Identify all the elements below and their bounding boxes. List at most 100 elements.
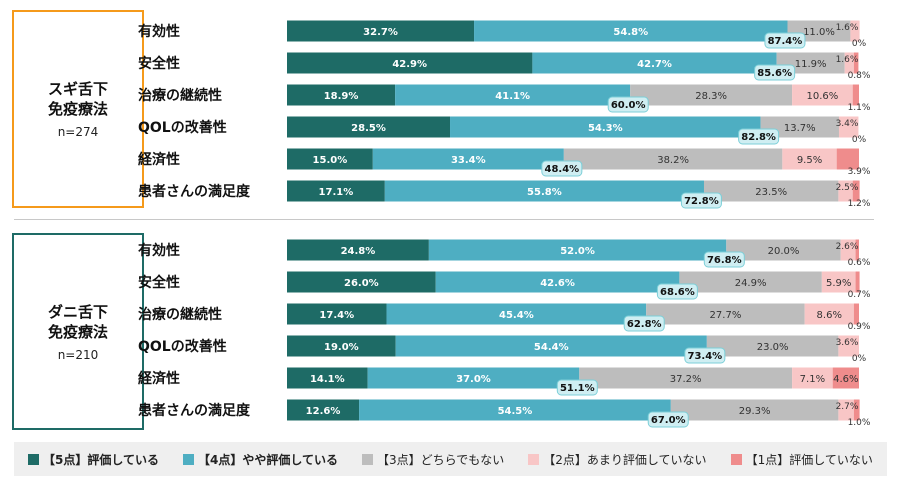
category-label: 治療の継続性: [138, 306, 222, 323]
data-label: 24.8%: [341, 246, 376, 257]
category-label: 安全性: [138, 274, 180, 291]
group-sample-size: n=210: [57, 347, 99, 362]
bar-segment: [853, 303, 859, 325]
group-title-line2: 免疫療法: [47, 322, 108, 341]
data-label: 4.6%: [833, 374, 858, 385]
bar-segment: [579, 367, 793, 389]
legend: 【5点】評価している 【4点】やや評価している 【3点】どちらでもない 【2点】…: [14, 442, 887, 476]
group-title-line1: スギ舌下: [47, 80, 108, 98]
legend-label: 【1点】評価していない: [745, 452, 873, 467]
bar-segment: [821, 271, 856, 293]
bar-segment: [726, 239, 841, 261]
bar-segment: [646, 303, 805, 325]
legend-item: 【3点】どちらでもない: [362, 451, 504, 468]
data-label: 38.2%: [657, 155, 689, 166]
bar-segment: [804, 303, 854, 325]
legend-item: 【2点】あまり評価していない: [528, 451, 707, 468]
data-label: 3.4%: [836, 119, 859, 129]
category-label: 患者さんの満足度: [138, 402, 251, 419]
legend-item: 【5点】評価している: [28, 451, 159, 468]
data-label: 1.2%: [848, 199, 871, 209]
top2-badge: [647, 411, 689, 428]
top2-label: 48.4%: [544, 164, 579, 175]
bar-segment: [287, 20, 475, 42]
data-label: 1.0%: [848, 418, 871, 428]
top2-label: 67.0%: [651, 415, 686, 426]
category-label: QOLの改善性: [138, 338, 227, 355]
data-label: 55.8%: [527, 187, 562, 198]
data-label: 2.7%: [836, 402, 859, 412]
data-label: 0.7%: [848, 290, 871, 300]
top2-badge: [623, 315, 665, 332]
data-label: 0.6%: [848, 258, 871, 268]
data-label: 26.0%: [344, 278, 379, 289]
top2-badge: [764, 32, 806, 49]
bar-segment: [855, 271, 860, 293]
data-label: 17.4%: [319, 310, 354, 321]
data-label: 54.4%: [534, 342, 569, 353]
data-label: 18.9%: [324, 91, 359, 102]
data-label: 1.6%: [836, 23, 859, 33]
category-label: 有効性: [138, 242, 180, 259]
category-label: 患者さんの満足度: [138, 183, 251, 200]
data-label: 0%: [852, 354, 867, 364]
bar-segment: [372, 148, 564, 170]
top2-label: 68.6%: [660, 287, 695, 298]
data-label: 15.0%: [313, 155, 348, 166]
legend-label: 【3点】どちらでもない: [377, 452, 505, 467]
top2-label: 72.8%: [684, 196, 719, 207]
bar-segment: [840, 239, 856, 261]
bar-segment: [852, 180, 860, 202]
top2-badge: [703, 251, 745, 268]
data-label: 24.9%: [735, 278, 767, 289]
bar-segment: [844, 52, 854, 74]
data-label: 28.3%: [695, 91, 727, 102]
legend-item: 【1点】評価していない: [730, 451, 873, 468]
top2-label: 62.8%: [627, 319, 662, 330]
group-title-line2: 免疫療法: [47, 100, 108, 118]
bar-segment: [367, 367, 580, 389]
data-label: 32.7%: [363, 27, 398, 38]
bar-segment: [287, 148, 373, 170]
bar-segment: [428, 239, 727, 261]
bar-segment: [838, 399, 854, 421]
data-label: 2.6%: [836, 242, 859, 252]
data-label: 23.0%: [757, 342, 789, 353]
data-label: 11.0%: [803, 27, 835, 38]
bar-segment: [359, 399, 671, 421]
legend-swatch: [28, 453, 39, 465]
bar-segment: [287, 367, 368, 389]
bar-segment: [287, 399, 360, 421]
bar-segment: [287, 180, 385, 202]
data-label: 42.7%: [637, 59, 672, 70]
data-label: 45.4%: [499, 310, 534, 321]
bar-segment: [395, 84, 631, 106]
bar-segment: [838, 180, 853, 202]
top2-badge: [607, 96, 649, 113]
legend-swatch: [528, 453, 540, 465]
bar-segment: [792, 84, 853, 106]
data-label: 27.7%: [710, 310, 742, 321]
legend-label: 【4点】やや評価している: [198, 452, 338, 467]
category-label: 治療の継続性: [138, 87, 222, 104]
bar-segment: [850, 20, 860, 42]
data-label: 11.9%: [795, 59, 827, 70]
bar-segment: [836, 148, 859, 170]
category-label: 安全性: [138, 55, 180, 72]
bar-segment: [287, 239, 429, 261]
data-label: 23.5%: [755, 187, 787, 198]
data-label: 37.2%: [670, 374, 702, 385]
bar-segment: [435, 271, 680, 293]
group-sample-size: n=274: [57, 125, 99, 139]
bar-segment: [838, 116, 859, 138]
bar-segment: [384, 180, 704, 202]
bar-segment: [563, 148, 783, 170]
data-label: 0.9%: [848, 322, 871, 332]
top2-badge: [680, 192, 722, 209]
top2-label: 73.4%: [687, 351, 722, 362]
data-label: 1.6%: [836, 55, 859, 65]
group-box-dani: ダニ舌下 免疫療法 n=210: [12, 233, 144, 430]
data-label: 33.4%: [451, 155, 486, 166]
data-label: 1.1%: [848, 103, 871, 113]
bar-segment: [855, 239, 859, 261]
